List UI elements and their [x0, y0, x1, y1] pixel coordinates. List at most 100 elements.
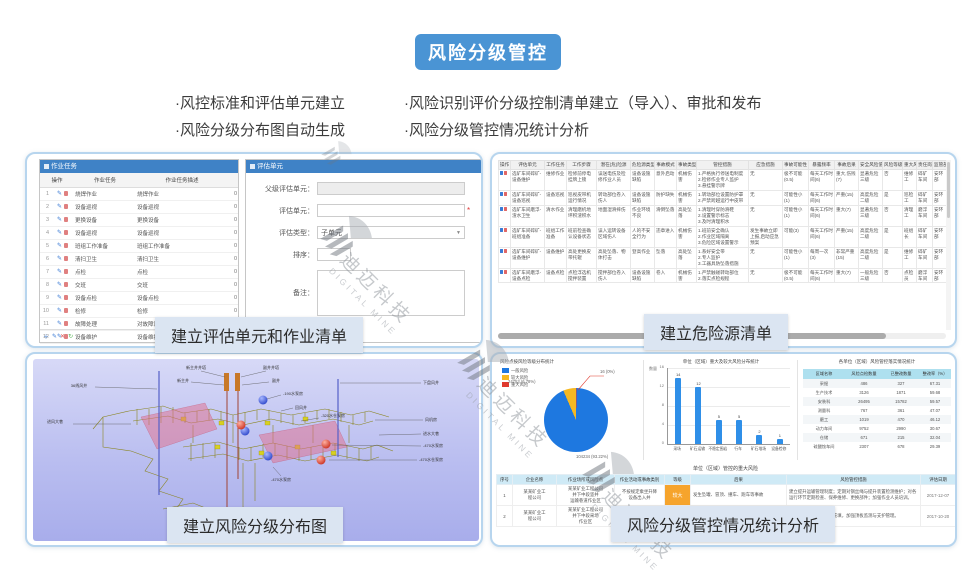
major-col-header: 作业活动或事故类别	[614, 474, 665, 485]
task-desc: 更换设备	[137, 218, 160, 224]
edit-pencil-icon[interactable]: ✎	[56, 191, 63, 197]
edit-pencil-icon[interactable]: ✎	[56, 282, 63, 288]
edit-pencil-icon[interactable]	[500, 248, 503, 253]
task-name: 设备巡视	[75, 205, 98, 211]
major-header-row: 序号 企业名称 作业场所或风险点 作业活动或事故类别 等级 后果 风险管控措施 评估日期	[496, 474, 955, 485]
edit-pencil-icon[interactable]	[500, 206, 503, 211]
axis-category-label: 采场	[673, 447, 681, 451]
edit-pencil-icon[interactable]	[500, 170, 503, 175]
caption-risk-map: 建立风险分级分布图	[167, 507, 344, 543]
rate-col-header: 已整改数量	[883, 369, 919, 379]
delete-trash-icon[interactable]	[504, 206, 507, 211]
map-label: 副井	[272, 377, 280, 383]
edit-pencil-icon[interactable]: ✎	[56, 295, 63, 301]
delete-trash-icon[interactable]	[504, 227, 507, 232]
unit-input[interactable]	[317, 204, 465, 217]
task-name: 交班	[75, 283, 87, 289]
toolbar-icon[interactable]: ✕	[60, 333, 66, 340]
toolbar-icon[interactable]: ✎	[52, 333, 58, 340]
legend-swatch	[502, 382, 509, 387]
task-name: 点检	[75, 270, 87, 276]
headframe-right	[235, 373, 240, 391]
delete-trash-icon[interactable]	[64, 191, 69, 196]
table-row: 选矿车间磨浮-渣水卫生 清水作业 清理磨机地坪积渣积水 地面湿滑摔伤 作业环境不良滑…	[498, 204, 946, 227]
rate-col-header: 整改率（%）	[919, 369, 951, 379]
task-count: 0	[233, 230, 237, 236]
toolbar-icon[interactable]: ＋	[43, 334, 50, 341]
delete-trash-icon[interactable]	[64, 269, 69, 274]
edit-pencil-icon[interactable]: ✎	[56, 230, 63, 236]
note-textarea[interactable]	[317, 270, 465, 316]
axis-category-label: 不稳定围岩	[708, 447, 728, 451]
edit-pencil-icon[interactable]: ✎	[56, 243, 63, 249]
delete-trash-icon[interactable]	[64, 243, 69, 248]
delete-trash-icon[interactable]	[504, 269, 507, 274]
type-select[interactable]: 子单元 ▼	[317, 226, 465, 239]
edit-pencil-icon[interactable]: ✎	[56, 321, 63, 327]
gridline	[668, 406, 790, 407]
delete-trash-icon[interactable]	[64, 282, 69, 287]
col-ops: 操作	[51, 178, 63, 184]
type-value: 子单元	[321, 229, 342, 237]
delete-trash-icon[interactable]	[504, 170, 507, 175]
map-label: -470水泵房	[271, 476, 291, 482]
vertical-scrollbar[interactable]	[946, 160, 951, 330]
bullet-right-2: ·风险分级管控情况统计分析	[404, 122, 589, 139]
edit-pencil-icon[interactable]: ✎	[56, 269, 63, 275]
row-number: 8	[45, 282, 49, 288]
map-label: -320水仓泵房	[321, 412, 345, 418]
bar-slot: 14	[668, 368, 688, 444]
note-label: 备注：	[293, 290, 314, 297]
window-icon	[44, 164, 49, 169]
risk-spheres	[236, 395, 331, 465]
delete-trash-icon[interactable]	[64, 295, 69, 300]
delete-trash-icon[interactable]	[64, 230, 69, 235]
chevron-down-icon: ▼	[456, 229, 461, 236]
legend-item: 重大风险	[502, 381, 528, 388]
delete-trash-icon[interactable]	[64, 204, 69, 209]
edit-pencil-icon[interactable]	[500, 227, 503, 232]
bar-slot: 2	[749, 368, 769, 444]
panel-risk-map: 新主井井塔 副井井塔 新主井 副井 36线风井 进风大巷 -190水泵房 回风井…	[25, 352, 483, 547]
table-row: 6 ✎ 清扫卫生 清扫卫生 0	[40, 253, 238, 266]
edit-pencil-icon[interactable]: ✎	[56, 204, 63, 210]
hazard-header-row: 操作 评估单元 工作任务 工作步骤 潜在(危)险源 危险源类型 事故模式 事故类型 管控措施 应急…	[498, 160, 946, 170]
delete-trash-icon[interactable]	[504, 248, 507, 253]
table-row: 选矿车间碎矿-设备巡视 设备巡视 巡视皮带机运行情况 转动部位卷入伤人 设备设施缺陷…	[498, 189, 946, 206]
map-background	[33, 359, 479, 541]
delete-trash-icon[interactable]	[64, 308, 69, 313]
edit-pencil-icon[interactable]	[500, 191, 503, 196]
bar-value-label: 1	[778, 433, 781, 439]
axis-category-label: 矿石运输	[689, 447, 706, 451]
task-name: 故障处理	[75, 322, 98, 328]
edit-pencil-icon[interactable]: ✎	[56, 256, 63, 262]
edit-pencil-icon[interactable]: ✎	[56, 334, 63, 340]
delete-trash-icon[interactable]	[64, 321, 69, 326]
delete-trash-icon[interactable]	[64, 334, 69, 339]
map-labels: 新主井井塔 副井井塔 新主井 副井 36线风井 进风大巷 -190水泵房 回风井…	[47, 364, 443, 482]
hazard-col-header: 事故类型	[676, 160, 697, 170]
edit-pencil-icon[interactable]: ✎	[56, 217, 63, 223]
assessment-form-window: 评估单元 父级评估单元： 评估单元： * 评估类型： 子单元 ▼ 排序：	[245, 159, 481, 343]
delete-trash-icon[interactable]	[504, 191, 507, 196]
scrollbar-thumb[interactable]	[947, 162, 950, 218]
pie-label-severe: 16 (0%)	[600, 369, 615, 374]
table-row: 7 ✎ 点检 点检 0	[40, 266, 238, 279]
map-label: 进风大巷	[47, 418, 63, 424]
hazard-col-header: 应急措施	[748, 160, 783, 170]
rate-table: 区域名称 风险点检数量 已整改数量 整改率（%） 采掘 486 327 67.31 生产技…	[803, 369, 951, 451]
edit-pencil-icon[interactable]: ✎	[56, 308, 63, 314]
row-number: 7	[45, 269, 49, 275]
row-number: 11	[43, 321, 49, 327]
edit-pencil-icon[interactable]	[500, 269, 503, 274]
task-count: 0	[233, 282, 237, 288]
parent-unit-input[interactable]	[317, 182, 465, 195]
toolbar-icon[interactable]: ↻	[68, 333, 74, 340]
task-name: 班组工作准备	[75, 244, 109, 250]
sort-input[interactable]	[317, 248, 351, 261]
delete-trash-icon[interactable]	[64, 217, 69, 222]
caption-statistics: 风险分级管控情况统计分析	[611, 506, 836, 542]
delete-trash-icon[interactable]	[64, 256, 69, 261]
bar	[736, 420, 743, 444]
bar-series: 14 12 5 5	[668, 368, 790, 444]
